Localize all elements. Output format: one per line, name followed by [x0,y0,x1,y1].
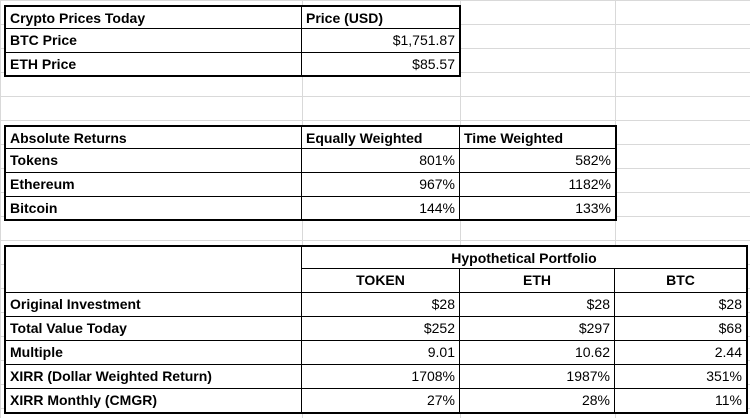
portfolio-cell-btc[interactable]: 2.44 [615,341,748,365]
portfolio-row-label[interactable]: Total Value Today [4,317,302,341]
prices-header-label[interactable]: Crypto Prices Today [4,5,302,29]
portfolio-cell-eth[interactable]: $297 [460,317,615,341]
portfolio-corner-cell[interactable] [4,245,302,269]
btc-price-label[interactable]: BTC Price [4,29,302,53]
portfolio-row-label[interactable]: XIRR Monthly (CMGR) [4,389,302,414]
portfolio-col-eth[interactable]: ETH [460,269,615,293]
portfolio-cell-eth[interactable]: 10.62 [460,341,615,365]
returns-row-tw[interactable]: 582% [460,149,617,173]
portfolio-cell-token[interactable]: 1708% [302,365,460,389]
portfolio-col-btc[interactable]: BTC [615,269,748,293]
portfolio-cell-token[interactable]: 9.01 [302,341,460,365]
portfolio-title[interactable]: Hypothetical Portfolio [302,245,748,269]
portfolio-cell-token[interactable]: $252 [302,317,460,341]
returns-row-tw[interactable]: 133% [460,197,617,221]
returns-row-eq[interactable]: 967% [302,173,460,197]
returns-header-time-weighted[interactable]: Time Weighted [460,125,617,149]
portfolio-cell-eth[interactable]: 28% [460,389,615,414]
portfolio-col-token[interactable]: TOKEN [302,269,460,293]
portfolio-row-label[interactable]: XIRR (Dollar Weighted Return) [4,365,302,389]
portfolio-cell-token[interactable]: 27% [302,389,460,414]
portfolio-cell-eth[interactable]: $28 [460,293,615,317]
portfolio-cell-btc[interactable]: 351% [615,365,748,389]
returns-header-label[interactable]: Absolute Returns [4,125,302,149]
portfolio-cell-eth[interactable]: 1987% [460,365,615,389]
prices-header-col[interactable]: Price (USD) [302,5,461,29]
eth-price-value[interactable]: $85.57 [302,53,461,77]
portfolio-cell-btc[interactable]: $28 [615,293,748,317]
btc-price-value[interactable]: $1,751.87 [302,29,461,53]
portfolio-cell-btc[interactable]: $68 [615,317,748,341]
portfolio-cell-token[interactable]: $28 [302,293,460,317]
returns-row-label[interactable]: Bitcoin [4,197,302,221]
returns-row-eq[interactable]: 801% [302,149,460,173]
portfolio-cell-btc[interactable]: 11% [615,389,748,414]
returns-row-tw[interactable]: 1182% [460,173,617,197]
returns-header-equally-weighted[interactable]: Equally Weighted [302,125,460,149]
portfolio-header-blank[interactable] [4,269,302,293]
returns-row-eq[interactable]: 144% [302,197,460,221]
returns-row-label[interactable]: Tokens [4,149,302,173]
portfolio-row-label[interactable]: Multiple [4,341,302,365]
portfolio-row-label[interactable]: Original Investment [4,293,302,317]
eth-price-label[interactable]: ETH Price [4,53,302,77]
returns-row-label[interactable]: Ethereum [4,173,302,197]
